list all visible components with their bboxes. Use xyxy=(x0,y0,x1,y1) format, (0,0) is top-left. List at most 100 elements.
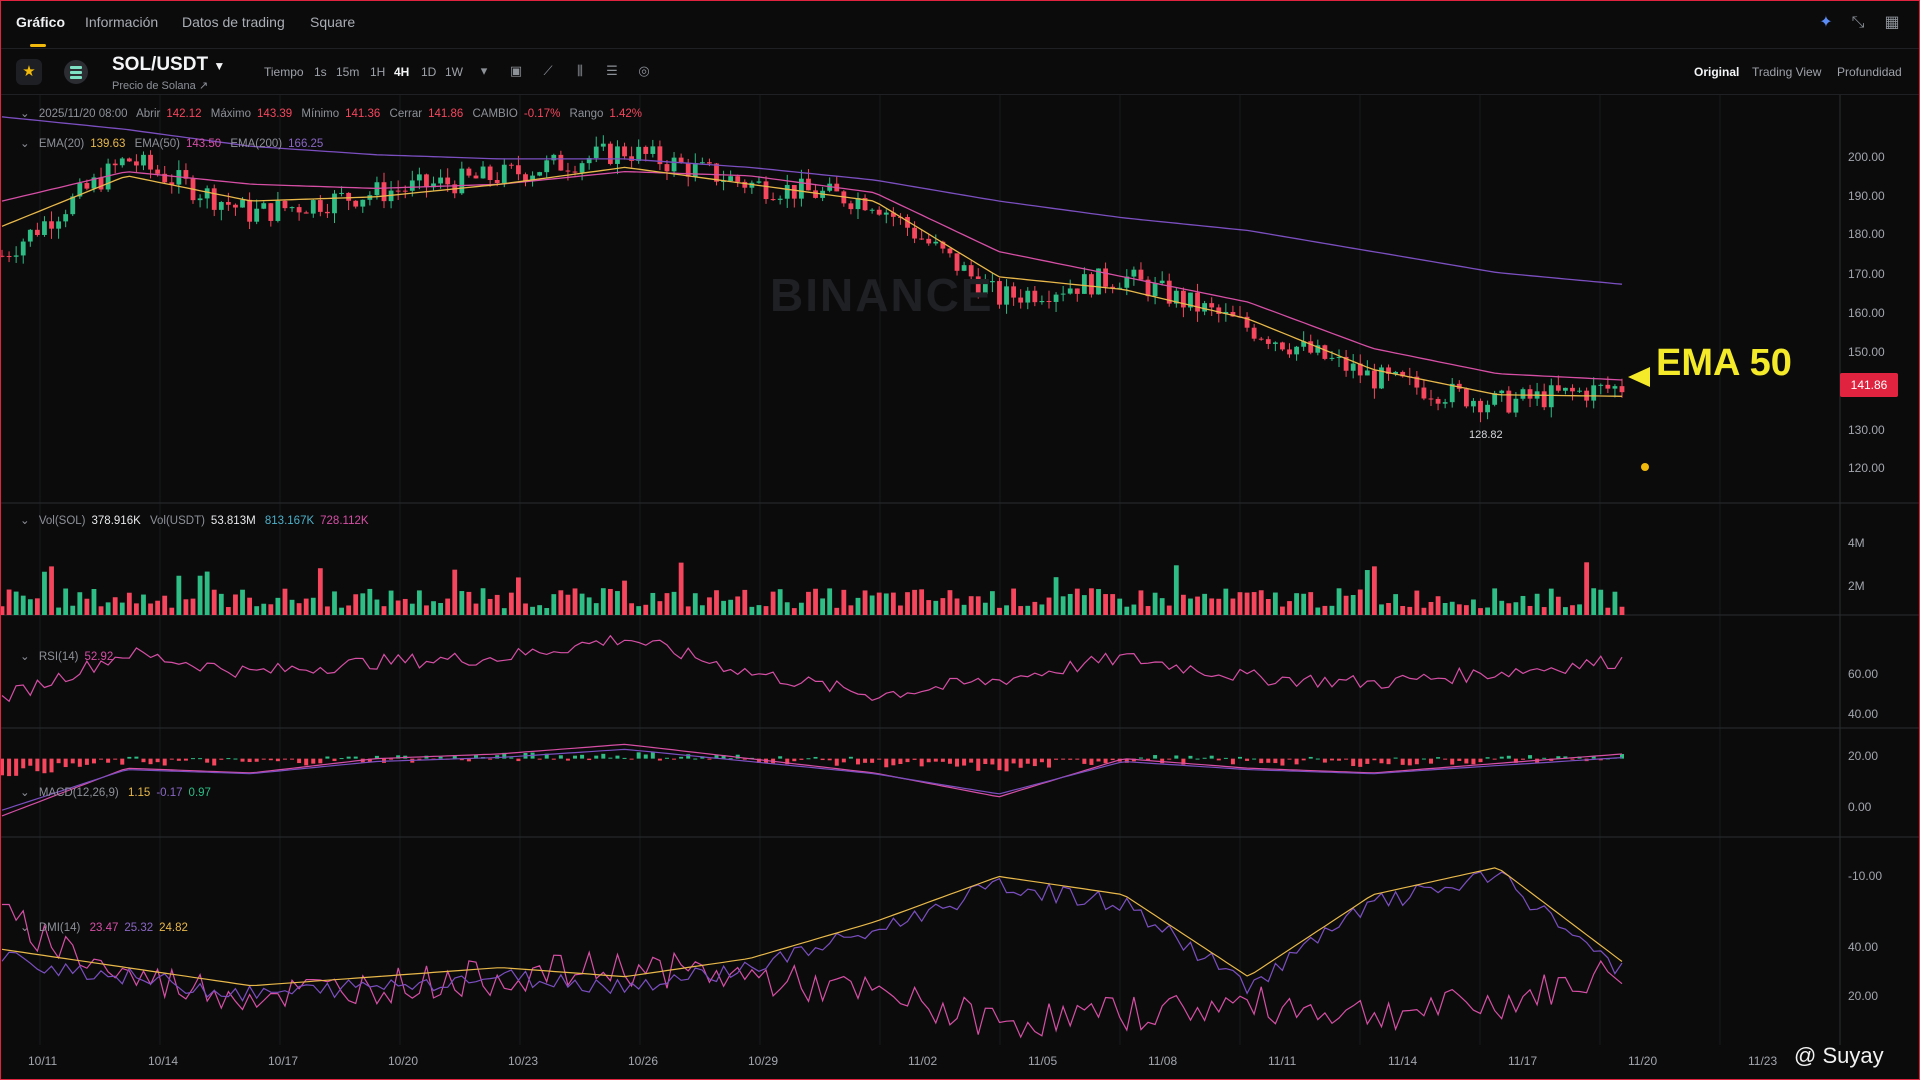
grid-layout-icon[interactable]: ▦ xyxy=(1884,14,1900,31)
macd-hist-bar xyxy=(1082,758,1087,764)
view-profundidad[interactable]: Profundidad xyxy=(1837,65,1902,79)
volume-bar xyxy=(699,605,705,615)
volume-bar xyxy=(91,589,97,615)
collapse-icon[interactable]: ⤡ xyxy=(1851,14,1865,31)
volume-bar xyxy=(1202,593,1208,615)
macd-hist-bar xyxy=(1280,758,1285,766)
macd-hist-bar xyxy=(282,758,287,760)
volume-bar xyxy=(466,591,472,615)
macd-hist-bar xyxy=(1273,758,1278,764)
volume-bar xyxy=(1018,606,1024,615)
tab-grafico[interactable]: Gráfico xyxy=(16,14,66,30)
collapse-chevron-icon[interactable]: ⌄ xyxy=(20,922,30,934)
macd-hist-bar xyxy=(806,758,811,760)
candle-body xyxy=(954,253,960,271)
sparkle-icon[interactable]: ✦ xyxy=(1819,14,1833,31)
volume-bar xyxy=(325,606,330,615)
macd-hist-bar xyxy=(155,758,160,763)
timeframe-1h[interactable]: 1H xyxy=(370,65,386,79)
volume-bar xyxy=(1166,605,1172,615)
volume-bar xyxy=(381,606,387,615)
pair-selector[interactable]: SOL/USDT ▼ xyxy=(112,54,226,75)
collapse-chevron-icon[interactable]: ⌄ xyxy=(20,515,30,527)
macd-hist-bar xyxy=(1308,756,1313,759)
candle-body xyxy=(1025,290,1031,303)
candle-body xyxy=(1478,400,1483,413)
collapse-chevron-icon[interactable]: ⌄ xyxy=(20,108,30,120)
macd-hist-bar xyxy=(1146,758,1151,761)
indicators-icon[interactable]: ⟋ xyxy=(543,63,553,78)
collapse-chevron-icon[interactable]: ⌄ xyxy=(20,651,30,663)
candle-body xyxy=(714,163,719,182)
volume-bar xyxy=(1379,604,1384,615)
volume-bar xyxy=(1124,606,1130,615)
macd-hist-bar xyxy=(1520,758,1525,760)
candle-body xyxy=(1138,269,1144,280)
collapse-chevron-icon[interactable]: ⌄ xyxy=(20,138,30,150)
candle-type-icon[interactable]: ⫼ xyxy=(577,63,583,78)
candle-body xyxy=(600,143,606,147)
macd-hist-bar xyxy=(728,758,733,760)
volume-tick: 2M xyxy=(1848,579,1865,593)
tab-square[interactable]: Square xyxy=(310,14,356,30)
macd-hist-bar xyxy=(827,758,832,761)
pair-subtitle-link[interactable]: Precio de Solana ↗ xyxy=(112,80,209,92)
timeframe-4h[interactable]: 4H xyxy=(394,65,410,79)
macd-hist-bar xyxy=(325,756,330,759)
date-tick: 11/08 xyxy=(1148,1054,1178,1068)
candle-body xyxy=(197,198,203,201)
candle-body xyxy=(1011,286,1017,298)
volume-bar xyxy=(798,602,804,615)
volume-bar xyxy=(615,591,620,615)
volume-bar xyxy=(1584,562,1590,615)
macd-hist-bar xyxy=(1245,758,1250,761)
timeframe-dropdown-icon[interactable]: ▾ xyxy=(480,63,488,78)
volume-bar xyxy=(735,596,741,615)
collapse-chevron-icon[interactable]: ⌄ xyxy=(20,787,30,799)
chart-canvas[interactable] xyxy=(0,95,1920,1080)
volume-bar xyxy=(586,597,592,615)
timeframe-15m[interactable]: 15m xyxy=(336,65,360,79)
calendar-icon[interactable]: ▣ xyxy=(509,63,523,78)
macd-hist-bar xyxy=(1188,755,1193,759)
vol-ma1-value: 813.167K xyxy=(264,515,315,527)
macd-hist-bar xyxy=(636,752,641,759)
candle-body xyxy=(989,281,995,283)
macd-hist-bar xyxy=(813,756,818,759)
tab-datos-de-trading[interactable]: Datos de trading xyxy=(182,14,285,30)
macd-hist-bar xyxy=(367,758,372,762)
candle-body xyxy=(1414,376,1420,388)
rsi-tick: 40.00 xyxy=(1848,707,1879,721)
volume-bar xyxy=(1442,602,1448,615)
candle-body xyxy=(777,198,783,200)
timeframe-1d[interactable]: 1D xyxy=(421,65,437,79)
candle-body xyxy=(756,181,762,183)
candle-body xyxy=(381,182,387,202)
macd-hist-bar xyxy=(622,757,627,759)
volume-bar xyxy=(487,598,493,615)
dmi-value-2: 25.32 xyxy=(124,922,154,934)
price-tick: 150.00 xyxy=(1848,345,1885,359)
target-icon[interactable]: ◎ xyxy=(638,63,650,78)
macd-hist-bar xyxy=(1428,758,1433,764)
timeframe-1w[interactable]: 1W xyxy=(445,65,463,79)
view-original[interactable]: Original xyxy=(1694,65,1740,79)
candle-body xyxy=(968,265,974,277)
favorite-star-icon[interactable]: ★ xyxy=(16,59,42,85)
candle-body xyxy=(933,241,939,244)
date-tick: 10/20 xyxy=(388,1054,419,1068)
volume-bar xyxy=(1343,595,1349,615)
candle-body xyxy=(445,177,451,185)
close-label: Cerrar xyxy=(389,108,423,120)
volume-bar xyxy=(296,603,302,615)
tab-informacion[interactable]: Información xyxy=(85,14,159,30)
timeframe-1s[interactable]: 1s xyxy=(314,65,327,79)
settings-sliders-icon[interactable]: ☰ xyxy=(606,63,618,78)
candle-body xyxy=(1350,363,1356,371)
volume-bar xyxy=(636,606,642,615)
volume-bar xyxy=(1223,588,1229,615)
macd-hist-bar xyxy=(1103,758,1108,764)
macd-hist-bar xyxy=(693,758,698,760)
candle-body xyxy=(1315,345,1321,353)
view-trading-view[interactable]: Trading View xyxy=(1752,65,1822,79)
